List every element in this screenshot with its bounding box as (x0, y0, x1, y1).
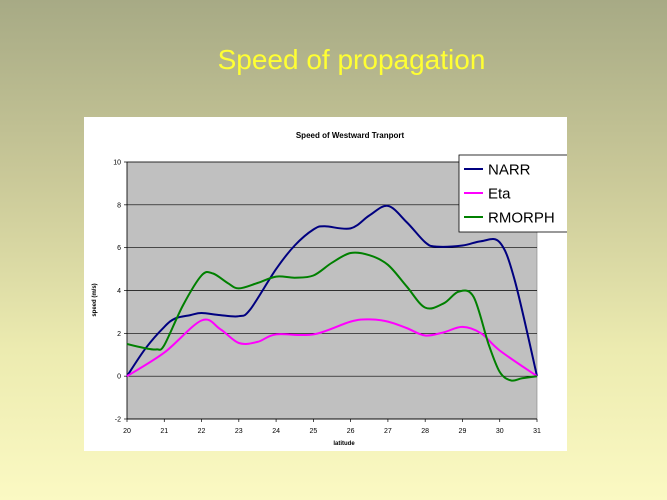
x-tick-label: 20 (123, 428, 131, 435)
y-tick-label: 4 (117, 288, 121, 295)
y-tick-label: 10 (113, 160, 121, 167)
series-line-narr (126, 204, 538, 377)
slide-title: Speed of propagation (217, 44, 486, 75)
chart-panel: Speed of Westward Tranport latitude spee… (84, 117, 567, 451)
y-tick-label: 8 (117, 202, 121, 209)
x-tick-label: 21 (160, 428, 168, 435)
x-tick-label: 25 (309, 428, 317, 435)
x-tick-label: 24 (272, 428, 280, 435)
y-axis-label: speed (m/s) (92, 283, 98, 316)
y-tick-label: 6 (117, 245, 121, 252)
series-line-rmorph (126, 251, 538, 382)
legend-entry-rmorph: RMORPH (488, 210, 555, 227)
y-tick-label: 0 (117, 374, 121, 381)
series-line-eta (126, 318, 538, 378)
x-tick-label: 27 (384, 428, 392, 435)
legend-entry-narr: NARR (488, 162, 531, 179)
x-tick-label: 23 (235, 428, 243, 435)
x-tick-label: 26 (347, 428, 355, 435)
x-tick-label: 22 (198, 428, 206, 435)
line-chart: Speed of Westward Tranport latitude spee… (92, 131, 567, 447)
y-tick-label: -2 (115, 417, 121, 424)
legend: NARR Eta RMORPH (458, 154, 567, 233)
chart-title: Speed of Westward Tranport (296, 131, 405, 140)
x-tick-label: 28 (421, 428, 429, 435)
x-tick-label: 29 (459, 428, 467, 435)
x-tick-label: 30 (496, 428, 504, 435)
legend-entry-eta: Eta (488, 186, 511, 203)
x-axis-label: latitude (333, 441, 355, 447)
x-tick-label: 31 (533, 428, 541, 435)
y-tick-label: 2 (117, 331, 121, 338)
